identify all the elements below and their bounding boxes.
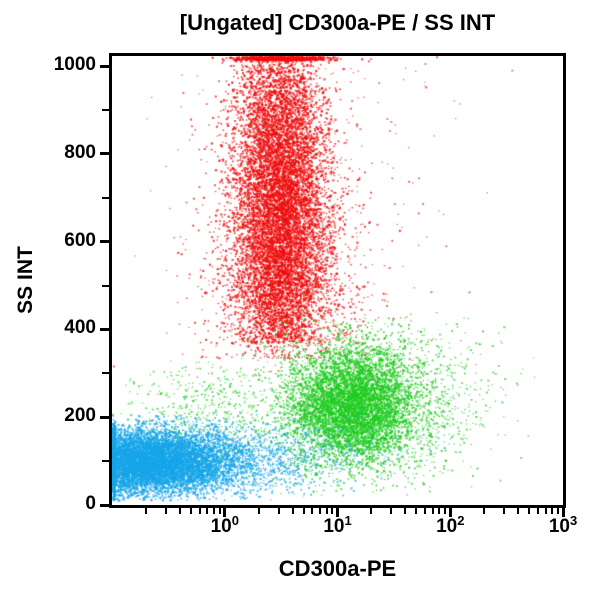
y-minor-tick bbox=[102, 372, 109, 375]
x-tick-label: 101 bbox=[323, 513, 352, 537]
x-minor-tick bbox=[144, 508, 147, 514]
x-minor-tick bbox=[390, 508, 393, 514]
y-minor-tick bbox=[102, 108, 109, 111]
y-tick-label: 400 bbox=[64, 317, 96, 339]
plot-area[interactable] bbox=[109, 53, 566, 508]
x-major-tick bbox=[223, 508, 227, 517]
x-minor-tick bbox=[431, 508, 434, 514]
x-minor-tick bbox=[311, 508, 314, 514]
y-minor-tick bbox=[102, 460, 109, 463]
x-minor-tick bbox=[415, 508, 418, 514]
x-minor-tick bbox=[319, 508, 322, 514]
x-tick-exponent: 0 bbox=[231, 513, 239, 528]
y-tick-label: 600 bbox=[64, 229, 96, 251]
x-minor-tick bbox=[503, 508, 506, 514]
y-minor-tick bbox=[102, 196, 109, 199]
x-major-tick bbox=[561, 508, 565, 517]
chart-title: [Ungated] CD300a-PE / SS INT bbox=[179, 10, 496, 35]
x-minor-tick bbox=[404, 508, 407, 514]
x-minor-tick bbox=[444, 508, 447, 514]
y-major-tick bbox=[100, 415, 109, 419]
x-minor-tick bbox=[212, 508, 215, 514]
x-minor-tick bbox=[325, 508, 328, 514]
x-minor-tick bbox=[483, 508, 486, 514]
x-minor-tick bbox=[277, 508, 280, 514]
x-minor-tick bbox=[424, 508, 427, 514]
x-minor-tick bbox=[556, 508, 559, 514]
x-minor-tick bbox=[302, 508, 305, 514]
x-major-tick bbox=[448, 508, 452, 517]
x-tick-exponent: 2 bbox=[457, 513, 465, 528]
y-major-tick bbox=[100, 327, 109, 331]
x-minor-tick bbox=[438, 508, 441, 514]
x-tick-exponent: 1 bbox=[344, 513, 352, 528]
x-minor-tick bbox=[218, 508, 221, 514]
x-axis-title: CD300a-PE bbox=[278, 556, 397, 581]
x-minor-tick bbox=[370, 508, 373, 514]
x-minor-tick bbox=[331, 508, 334, 514]
y-tick-label: 200 bbox=[64, 405, 96, 427]
y-tick-label: 800 bbox=[64, 141, 96, 163]
y-major-tick bbox=[100, 152, 109, 156]
x-minor-tick bbox=[257, 508, 260, 514]
x-minor-tick bbox=[544, 508, 547, 514]
x-minor-tick bbox=[291, 508, 294, 514]
x-minor-tick bbox=[536, 508, 539, 514]
y-minor-tick bbox=[102, 284, 109, 287]
scatter-canvas[interactable] bbox=[112, 56, 563, 505]
y-tick-label: 0 bbox=[85, 493, 96, 514]
x-minor-tick bbox=[528, 508, 531, 514]
x-major-tick bbox=[336, 508, 339, 517]
x-tick-exponent: 3 bbox=[569, 513, 578, 528]
y-major-tick bbox=[100, 503, 109, 507]
x-minor-tick bbox=[517, 508, 520, 514]
x-tick-label: 103 bbox=[548, 513, 578, 537]
y-major-tick bbox=[100, 240, 109, 244]
x-minor-tick bbox=[164, 508, 167, 514]
x-minor-tick bbox=[551, 508, 554, 514]
y-major-tick bbox=[100, 64, 109, 68]
x-tick-label: 100 bbox=[210, 513, 239, 537]
x-tick-label: 102 bbox=[436, 513, 465, 537]
y-tick-label: 1000 bbox=[53, 54, 96, 76]
x-minor-tick bbox=[189, 508, 192, 514]
x-minor-tick bbox=[206, 508, 209, 514]
x-minor-tick bbox=[198, 508, 201, 514]
x-minor-tick bbox=[178, 508, 181, 514]
